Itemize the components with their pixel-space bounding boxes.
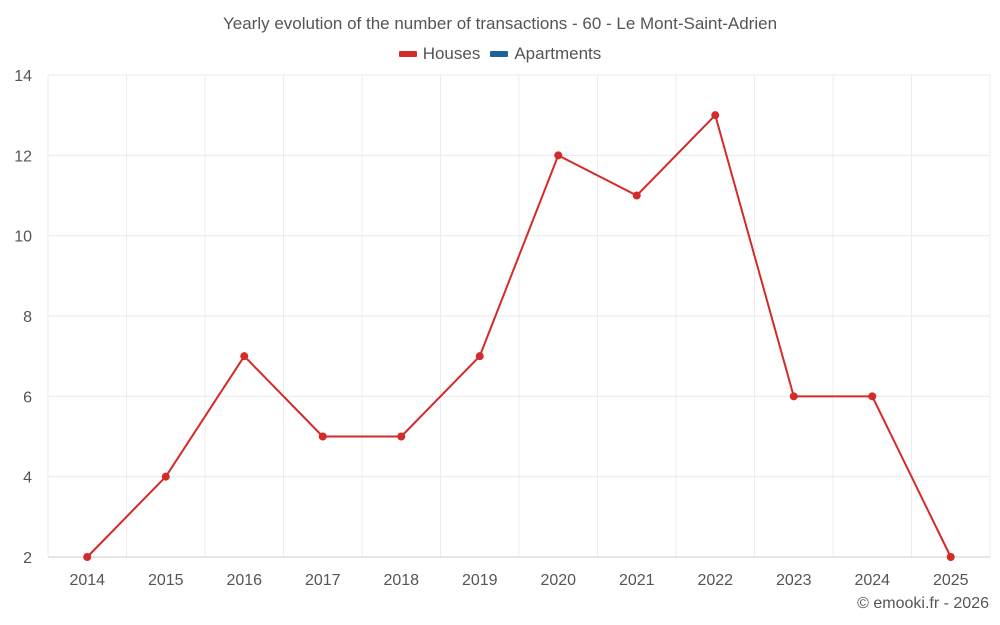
data-point-houses xyxy=(83,553,92,561)
x-tick-label: 2017 xyxy=(305,572,341,589)
x-tick-label: 2019 xyxy=(462,572,498,589)
x-tick-label: 2024 xyxy=(854,572,890,589)
y-tick-label: 6 xyxy=(23,389,32,406)
x-tick-label: 2021 xyxy=(619,572,655,589)
data-point-houses xyxy=(318,432,327,441)
y-tick-label: 10 xyxy=(14,229,32,246)
copyright-text: © emooki.fr - 2026 xyxy=(857,595,989,612)
legend-item-apartments[interactable]: Apartments xyxy=(490,44,601,64)
legend: Houses Apartments xyxy=(0,44,1000,64)
legend-item-houses[interactable]: Houses xyxy=(398,44,481,64)
data-point-houses xyxy=(161,472,170,481)
data-point-houses xyxy=(475,352,484,361)
x-tick-label: 2025 xyxy=(933,572,969,589)
data-point-houses xyxy=(946,553,955,561)
x-tick-label: 2015 xyxy=(148,572,184,589)
data-point-houses xyxy=(711,111,720,120)
legend-swatch-apartments xyxy=(490,51,509,57)
data-point-houses xyxy=(554,151,563,160)
data-point-houses xyxy=(240,352,249,361)
series-line-houses xyxy=(86,114,952,558)
x-tick-label: 2018 xyxy=(383,572,419,589)
y-tick-label: 8 xyxy=(23,309,32,326)
data-point-houses xyxy=(632,191,641,200)
legend-label-houses: Houses xyxy=(422,44,481,63)
x-tick-label: 2023 xyxy=(776,572,812,589)
x-tick-label: 2020 xyxy=(540,572,576,589)
data-point-houses xyxy=(397,432,406,441)
x-tick-label: 2014 xyxy=(69,572,105,589)
y-tick-label: 2 xyxy=(23,550,32,567)
data-point-houses xyxy=(868,392,877,401)
data-point-houses xyxy=(789,392,798,401)
x-tick-label: 2016 xyxy=(226,572,262,589)
legend-label-apartments: Apartments xyxy=(514,44,602,63)
y-tick-label: 4 xyxy=(23,470,32,487)
x-tick-label: 2022 xyxy=(697,572,733,589)
y-tick-label: 12 xyxy=(14,148,32,165)
legend-swatch-houses xyxy=(398,51,417,57)
y-tick-label: 14 xyxy=(14,68,32,85)
chart-title: Yearly evolution of the number of transa… xyxy=(222,14,778,33)
